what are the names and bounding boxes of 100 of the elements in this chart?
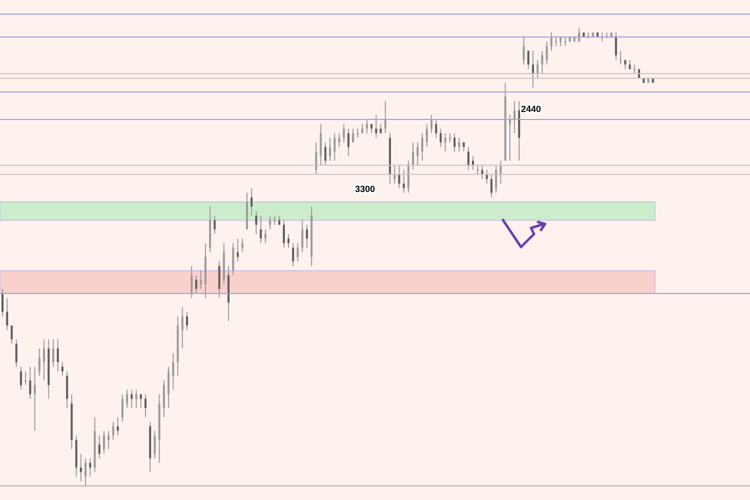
candlestick — [135, 389, 138, 408]
candlestick — [20, 366, 22, 390]
candlestick — [550, 32, 552, 52]
candlestick — [116, 416, 119, 436]
candlestick — [56, 338, 59, 372]
candlestick — [472, 156, 474, 170]
candlestick — [112, 421, 114, 441]
candlestick — [334, 132, 336, 162]
candlestick — [241, 238, 244, 253]
candlestick — [144, 394, 146, 418]
candlestick — [555, 36, 558, 47]
candlestick — [338, 132, 340, 148]
candlestick — [564, 36, 566, 47]
candlestick — [444, 132, 446, 152]
candlestick — [43, 338, 46, 382]
candlestick — [384, 100, 386, 134]
candlestick — [66, 370, 68, 408]
candlestick — [532, 50, 534, 88]
candlestick — [352, 128, 354, 143]
candlestick — [186, 311, 188, 331]
candlestick — [467, 146, 470, 170]
annotation: 2440 — [520, 104, 542, 114]
candlestick — [52, 338, 54, 368]
candlestick — [412, 142, 414, 170]
candlestick — [356, 128, 359, 138]
candlestick — [398, 164, 400, 189]
candlestick — [454, 132, 456, 152]
candlestick — [315, 142, 318, 175]
candlestick — [15, 338, 18, 368]
candlestick — [320, 124, 322, 166]
candlestick — [190, 266, 193, 299]
candlestick — [89, 458, 92, 478]
candlestick — [522, 36, 525, 66]
candlestick — [236, 238, 239, 262]
candlestick — [80, 453, 82, 482]
candlestick — [108, 430, 110, 450]
candlestick — [172, 352, 174, 390]
candlestick — [426, 124, 428, 148]
candlestick — [195, 274, 198, 294]
candlestick — [527, 50, 530, 70]
candlestick — [301, 220, 304, 253]
candlestick — [324, 142, 326, 166]
candlestick — [440, 128, 442, 148]
candlestick — [329, 137, 331, 162]
candlestick — [375, 114, 378, 138]
candlestick — [292, 242, 294, 267]
candlestick — [278, 215, 280, 226]
candlestick — [29, 366, 32, 400]
candlestick — [342, 124, 345, 143]
candlestick — [6, 298, 8, 331]
candlestick — [260, 215, 262, 244]
candlestick — [490, 174, 492, 198]
candlestick — [536, 59, 539, 79]
candlestick — [140, 394, 142, 408]
candlestick — [34, 366, 36, 432]
candlestick — [214, 215, 216, 234]
candlestick — [366, 118, 368, 134]
candlestick — [614, 32, 617, 60]
candlestick — [620, 50, 622, 66]
candlestick — [476, 164, 479, 175]
candlestick — [10, 325, 13, 344]
candlestick — [24, 370, 27, 386]
candlestick — [495, 164, 498, 194]
candlestick — [200, 270, 202, 290]
candlestick — [546, 41, 548, 66]
candlestick — [448, 132, 451, 143]
candlestick — [296, 242, 299, 262]
candlestick — [633, 64, 636, 74]
candlestick — [102, 430, 105, 454]
candlestick — [232, 242, 234, 276]
candlestick — [121, 394, 124, 422]
candlestick — [38, 348, 40, 376]
candlestick — [130, 389, 133, 408]
candlestick — [269, 215, 272, 230]
candlestick — [264, 228, 266, 244]
candlestick — [306, 224, 308, 248]
candlestick — [218, 260, 220, 299]
candlestick — [421, 132, 424, 162]
candlestick — [181, 306, 184, 349]
candlestick — [370, 124, 373, 134]
candlestick — [162, 380, 165, 418]
annotation: 3300 — [354, 184, 376, 194]
candlestick — [61, 362, 64, 376]
candlestick — [407, 160, 410, 194]
candlestick — [2, 288, 4, 317]
candlestick — [255, 210, 258, 234]
candlestick — [287, 233, 290, 248]
candlestick — [541, 50, 544, 74]
candlestick — [458, 137, 460, 152]
candlestick — [126, 389, 128, 408]
candlestick — [282, 220, 285, 248]
candlestick — [402, 169, 405, 194]
candlestick — [274, 215, 276, 226]
candlestick — [98, 434, 100, 459]
candlestick — [430, 114, 432, 134]
candlestick — [84, 458, 87, 486]
candlestick — [435, 118, 438, 138]
candlestick — [154, 430, 156, 459]
candlestick — [250, 188, 253, 216]
candlestick — [514, 100, 516, 134]
